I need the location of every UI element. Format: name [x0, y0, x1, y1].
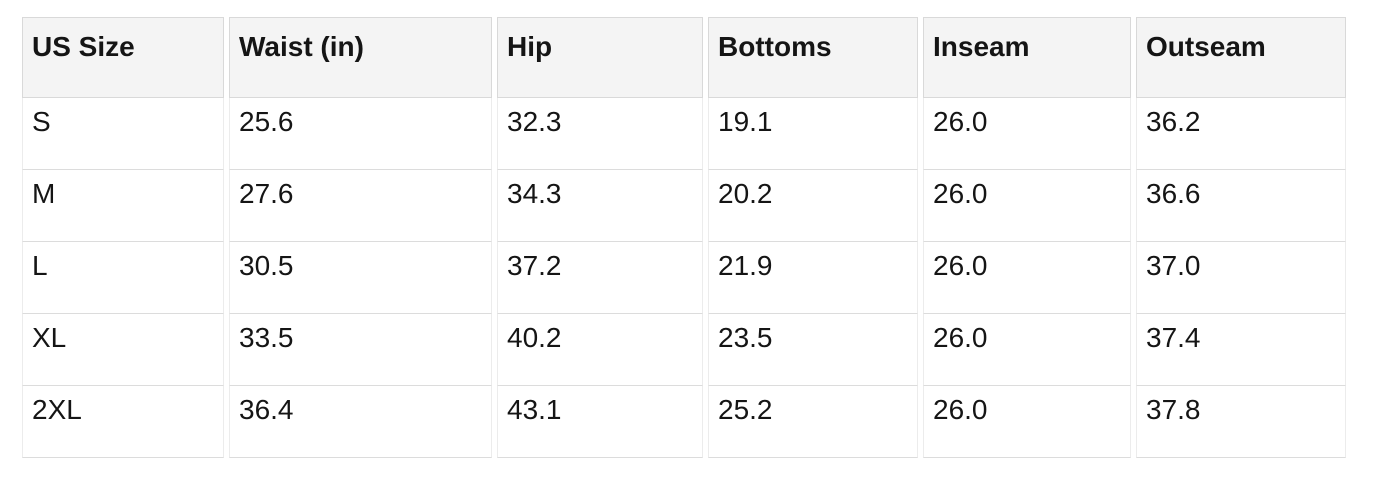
column-header-inseam: Inseam — [923, 17, 1131, 98]
cell-waist: 25.6 — [229, 98, 492, 170]
cell-hip: 32.3 — [497, 98, 703, 170]
cell-hip: 43.1 — [497, 386, 703, 458]
cell-inseam: 26.0 — [923, 314, 1131, 386]
cell-waist: 27.6 — [229, 170, 492, 242]
column-header-bottoms: Bottoms — [708, 17, 918, 98]
table-row: L 30.5 37.2 21.9 26.0 37.0 — [22, 242, 1346, 314]
cell-bottoms: 20.2 — [708, 170, 918, 242]
cell-bottoms: 25.2 — [708, 386, 918, 458]
table-row: XL 33.5 40.2 23.5 26.0 37.4 — [22, 314, 1346, 386]
header-row: US Size Waist (in) Hip Bottoms Inseam Ou… — [22, 17, 1346, 98]
cell-bottoms: 21.9 — [708, 242, 918, 314]
cell-hip: 37.2 — [497, 242, 703, 314]
cell-hip: 34.3 — [497, 170, 703, 242]
column-header-waist: Waist (in) — [229, 17, 492, 98]
cell-bottoms: 19.1 — [708, 98, 918, 170]
cell-us-size: XL — [22, 314, 224, 386]
cell-us-size: L — [22, 242, 224, 314]
cell-inseam: 26.0 — [923, 98, 1131, 170]
column-header-us-size: US Size — [22, 17, 224, 98]
cell-us-size: S — [22, 98, 224, 170]
cell-inseam: 26.0 — [923, 386, 1131, 458]
cell-waist: 30.5 — [229, 242, 492, 314]
column-header-hip: Hip — [497, 17, 703, 98]
cell-inseam: 26.0 — [923, 170, 1131, 242]
table-row: 2XL 36.4 43.1 25.2 26.0 37.8 — [22, 386, 1346, 458]
cell-us-size: M — [22, 170, 224, 242]
cell-us-size: 2XL — [22, 386, 224, 458]
cell-outseam: 37.0 — [1136, 242, 1346, 314]
cell-bottoms: 23.5 — [708, 314, 918, 386]
table-row: S 25.6 32.3 19.1 26.0 36.2 — [22, 98, 1346, 170]
cell-outseam: 37.8 — [1136, 386, 1346, 458]
column-header-outseam: Outseam — [1136, 17, 1346, 98]
cell-waist: 36.4 — [229, 386, 492, 458]
cell-waist: 33.5 — [229, 314, 492, 386]
size-table-body: S 25.6 32.3 19.1 26.0 36.2 M 27.6 34.3 2… — [22, 98, 1346, 458]
cell-outseam: 37.4 — [1136, 314, 1346, 386]
cell-outseam: 36.2 — [1136, 98, 1346, 170]
cell-hip: 40.2 — [497, 314, 703, 386]
cell-inseam: 26.0 — [923, 242, 1131, 314]
cell-outseam: 36.6 — [1136, 170, 1346, 242]
size-chart-table: US Size Waist (in) Hip Bottoms Inseam Ou… — [17, 17, 1351, 458]
table-row: M 27.6 34.3 20.2 26.0 36.6 — [22, 170, 1346, 242]
size-chart-section: US Size Waist (in) Hip Bottoms Inseam Ou… — [17, 17, 1351, 458]
size-table-header: US Size Waist (in) Hip Bottoms Inseam Ou… — [22, 17, 1346, 98]
